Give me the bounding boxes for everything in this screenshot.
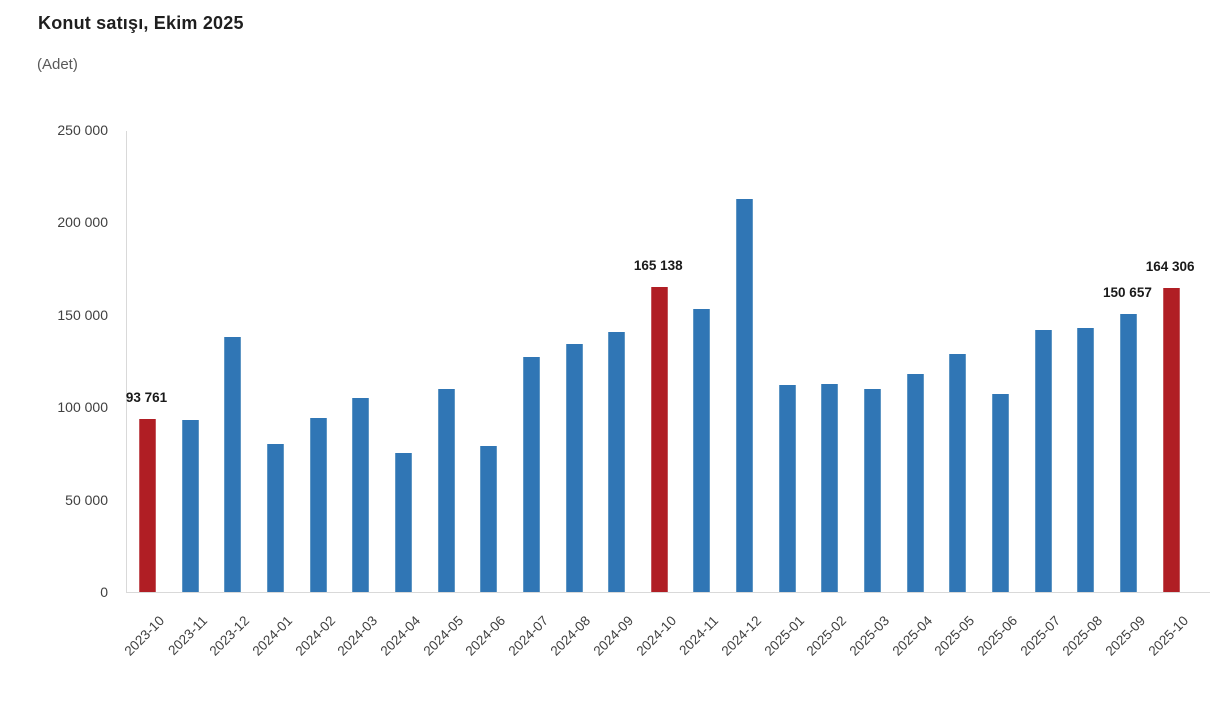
bar-2024-12: [736, 199, 754, 592]
bar-2024-03: [352, 398, 370, 592]
bar-2025-01: [778, 385, 796, 592]
bar-value-label-2025-09: 150 657: [1103, 284, 1152, 300]
bar-2025-02: [821, 384, 839, 592]
bar-2024-07: [522, 357, 540, 592]
bar-2025-04: [906, 373, 924, 592]
bar-2025-10: [1162, 288, 1180, 592]
y-tick-label: 200 000: [57, 214, 108, 231]
bar-2024-06: [480, 446, 498, 592]
plot-area: [126, 131, 1210, 593]
bar-value-label-2024-10: 165 138: [633, 257, 683, 273]
y-tick-label: 0: [100, 584, 108, 600]
bar-2025-06: [992, 394, 1009, 592]
bar-value-label-2025-10: 164 306: [1145, 259, 1195, 275]
chart-title: Konut satışı, Ekim 2025: [38, 13, 244, 33]
bar-2024-10: [650, 286, 668, 592]
bar-value-label-2023-10: 93 761: [125, 389, 168, 405]
bar-2024-05: [437, 388, 455, 592]
bar-2025-07: [1034, 329, 1052, 592]
y-tick-label: 100 000: [57, 399, 108, 416]
y-tick-label: 250 000: [57, 122, 108, 138]
y-tick-label: 150 000: [57, 306, 108, 323]
bar-2023-10: [139, 418, 156, 592]
bar-2024-09: [608, 332, 626, 592]
bar-2024-04: [394, 453, 412, 592]
bar-2025-08: [1077, 327, 1095, 592]
bar-2024-11: [693, 309, 711, 592]
bar-2024-08: [565, 344, 583, 592]
bar-2024-02: [309, 418, 327, 592]
bar-2024-01: [266, 444, 284, 592]
chart-subtitle: (Adet): [37, 56, 78, 73]
bar-2025-03: [864, 388, 882, 592]
y-tick-label: 50 000: [65, 491, 108, 508]
bar-2025-05: [949, 353, 967, 592]
bar-2025-09: [1119, 313, 1137, 592]
bar-2023-11: [181, 420, 199, 592]
bar-2023-12: [224, 337, 242, 592]
